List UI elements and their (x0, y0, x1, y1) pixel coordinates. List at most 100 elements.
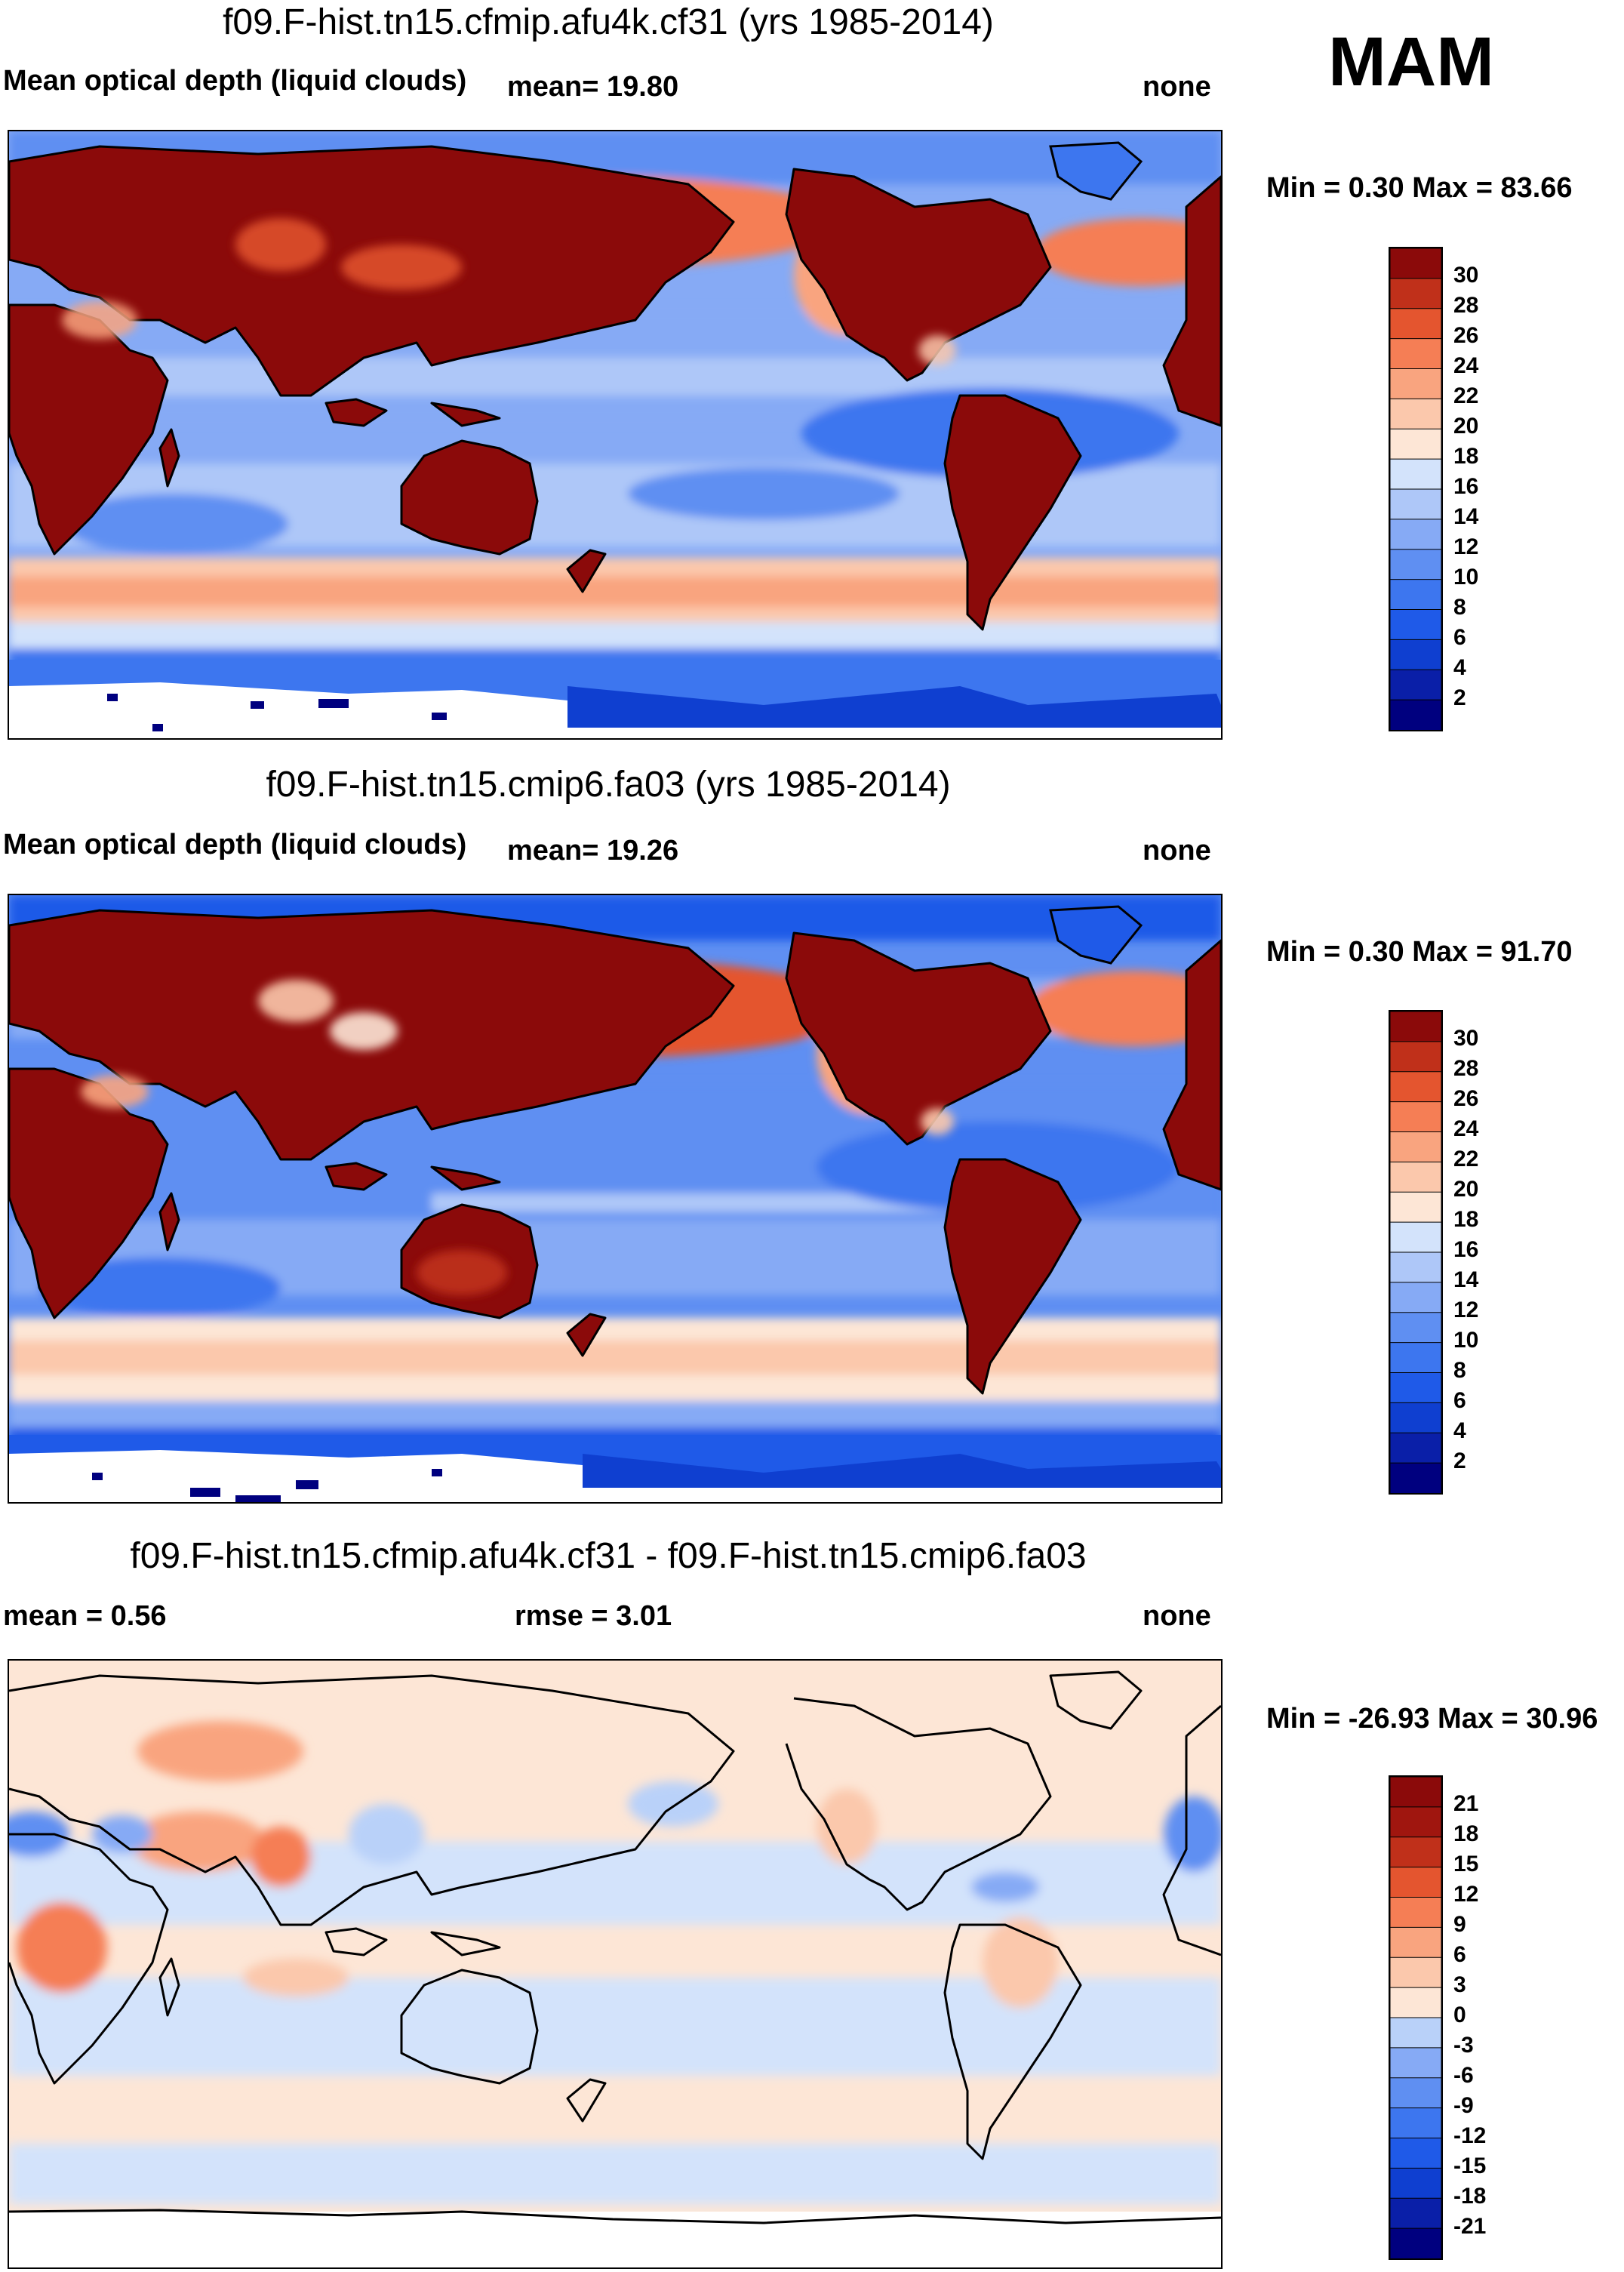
panel3-title: f09.F-hist.tn15.cfmip.afu4k.cf31 - f09.F… (130, 1536, 1087, 1576)
colorbar-segment (1390, 428, 1441, 460)
panel1-tick: 10 (1453, 565, 1479, 590)
panel1-map-svg (9, 131, 1221, 738)
panel3-colorbar-svg (1390, 1777, 1441, 2258)
colorbar-segment (1390, 1191, 1441, 1224)
colorbar-segment (1390, 1987, 1441, 2019)
panel1-tick: 16 (1453, 474, 1479, 499)
colorbar-segment (1390, 1806, 1441, 1838)
colorbar-segment (1390, 2197, 1441, 2230)
panel3-tick: -15 (1453, 2153, 1487, 2178)
panel1-variable-label: Mean optical depth (liquid clouds) (3, 65, 467, 97)
colorbar-segment (1390, 2138, 1441, 2169)
colorbar-segment (1390, 1251, 1441, 1283)
panel1-map (8, 130, 1223, 740)
panel1-tick: 2 (1453, 685, 1466, 710)
panel2-title: f09.F-hist.tn15.cmip6.fa03 (yrs 1985-201… (266, 765, 951, 805)
panel2-tick: 28 (1453, 1056, 1479, 1081)
panel2-tick: 22 (1453, 1147, 1479, 1171)
colorbar-segment (1390, 1221, 1441, 1254)
panel3-rmse-label: rmse = 3.01 (515, 1600, 672, 1632)
colorbar-segment (1390, 1041, 1441, 1073)
colorbar-segment (1390, 579, 1441, 611)
colorbar-segment (1390, 1897, 1441, 1929)
colorbar-segment (1390, 2107, 1441, 2139)
colorbar-segment (1390, 1867, 1441, 1898)
panel2-map (8, 894, 1223, 1504)
colorbar-segment (1390, 1462, 1441, 1493)
panel3-tick: -3 (1453, 2033, 1474, 2058)
panel3-tick: -18 (1453, 2184, 1487, 2209)
panel3-tick: 9 (1453, 1912, 1466, 1937)
colorbar-segment (1390, 609, 1441, 641)
panel1-mean-label: mean= 19.80 (507, 71, 679, 103)
panel3-tick: -6 (1453, 2063, 1474, 2088)
panel1-tick: 14 (1453, 504, 1479, 529)
panel3-tick: 0 (1453, 2003, 1466, 2027)
panel1-tick: 28 (1453, 293, 1479, 318)
panel2-tick: 12 (1453, 1298, 1479, 1322)
panel2-tick: 20 (1453, 1177, 1479, 1202)
panel2-minmax-label: Min = 0.30 Max = 91.70 (1266, 936, 1573, 968)
panel1-tick: 8 (1453, 595, 1466, 620)
panel2-tick: 4 (1453, 1418, 1466, 1443)
panel1-units-label: none (1143, 71, 1211, 103)
colorbar-segment (1390, 1161, 1441, 1193)
panel2-tick: 8 (1453, 1358, 1466, 1383)
colorbar-segment (1390, 1402, 1441, 1434)
panel3-mean-label: mean = 0.56 (3, 1600, 167, 1632)
colorbar-segment (1390, 248, 1441, 279)
panel2-tick: 30 (1453, 1026, 1479, 1051)
panel1-tick: 20 (1453, 414, 1479, 439)
colorbar-segment (1390, 1312, 1441, 1344)
colorbar-segment (1390, 669, 1441, 701)
colorbar-segment (1390, 1836, 1441, 1868)
panel1-colorbar-svg (1390, 248, 1441, 730)
colorbar-segment (1390, 1926, 1441, 1959)
colorbar-segment (1390, 519, 1441, 550)
colorbar-segment (1390, 699, 1441, 730)
panel3-map-svg (9, 1661, 1221, 2267)
panel1-tick: 30 (1453, 263, 1479, 288)
panel3-map (8, 1659, 1223, 2269)
panel1-tick: 24 (1453, 353, 1479, 378)
panel1-minmax-label: Min = 0.30 Max = 83.66 (1266, 172, 1573, 204)
colorbar-segment (1390, 308, 1441, 340)
colorbar-segment (1390, 2227, 1441, 2258)
panel1-tick: 22 (1453, 383, 1479, 408)
panel3-tick: 21 (1453, 1791, 1479, 1816)
panel2-tick: 18 (1453, 1207, 1479, 1232)
panel3-colorbar (1389, 1775, 1443, 2260)
panel2-colorbar-svg (1390, 1011, 1441, 1493)
panel3-tick: -12 (1453, 2123, 1487, 2148)
colorbar-segment (1390, 2047, 1441, 2079)
panel2-tick: 26 (1453, 1086, 1479, 1111)
panel2-tick: 2 (1453, 1448, 1466, 1473)
panel2-tick: 10 (1453, 1328, 1479, 1353)
colorbar-segment (1390, 2077, 1441, 2109)
colorbar-segment (1390, 1432, 1441, 1464)
panel1-colorbar (1389, 247, 1443, 731)
panel3-units-label: none (1143, 1600, 1211, 1632)
panel2-variable-label: Mean optical depth (liquid clouds) (3, 829, 467, 860)
panel1-title: f09.F-hist.tn15.cfmip.afu4k.cf31 (yrs 19… (223, 2, 994, 42)
colorbar-segment (1390, 1071, 1441, 1103)
colorbar-segment (1390, 1342, 1441, 1374)
panel3-tick: 3 (1453, 1972, 1466, 1997)
panel2-tick: 14 (1453, 1267, 1479, 1292)
panel2-colorbar (1389, 1010, 1443, 1495)
colorbar-segment (1390, 338, 1441, 370)
colorbar-segment (1390, 639, 1441, 671)
panel3-tick: 18 (1453, 1821, 1479, 1846)
colorbar-segment (1390, 458, 1441, 491)
colorbar-segment (1390, 2167, 1441, 2200)
colorbar-segment (1390, 1131, 1441, 1163)
colorbar-segment (1390, 368, 1441, 400)
panel1-tick: 18 (1453, 444, 1479, 469)
colorbar-segment (1390, 1101, 1441, 1133)
colorbar-segment (1390, 1956, 1441, 1989)
panel3-tick: 6 (1453, 1942, 1466, 1967)
colorbar-segment (1390, 1011, 1441, 1042)
panel2-mean-label: mean= 19.26 (507, 835, 679, 867)
panel1-tick: 12 (1453, 534, 1479, 559)
panel3-tick: 15 (1453, 1852, 1479, 1876)
